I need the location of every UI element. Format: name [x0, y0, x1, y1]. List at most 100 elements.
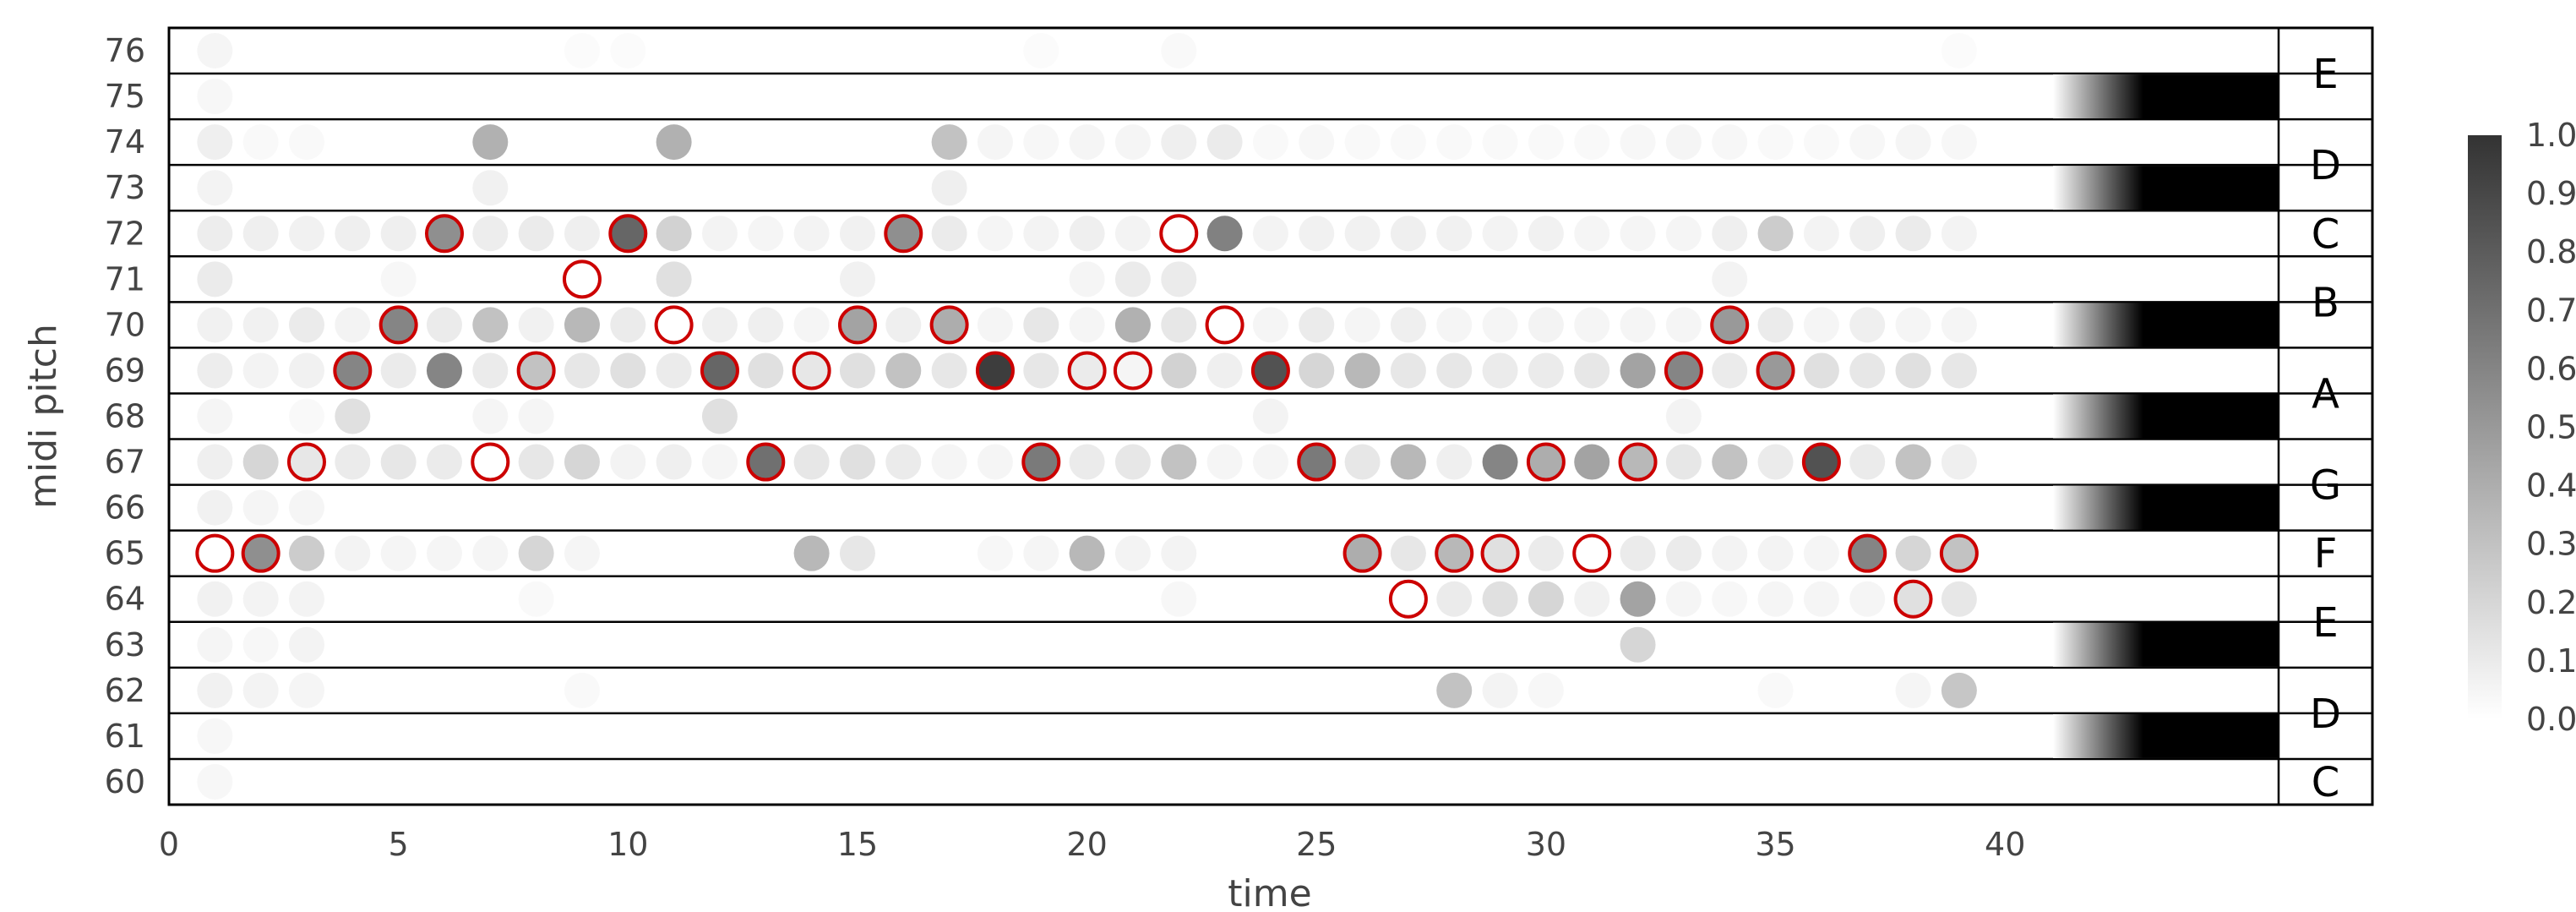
- probability-dot: [1482, 216, 1518, 252]
- probability-dot: [885, 307, 922, 343]
- probability-dot: [656, 352, 692, 389]
- probability-dot: [1069, 535, 1105, 571]
- probability-dot: [1620, 216, 1656, 252]
- ground-truth-marker: [1113, 351, 1152, 390]
- probability-dot: [656, 261, 692, 298]
- probability-dot: [1757, 535, 1794, 571]
- probability-dot: [1712, 261, 1748, 298]
- probability-dot: [242, 489, 279, 526]
- probability-dot: [748, 352, 784, 389]
- probability-dot: [1023, 352, 1059, 389]
- probability-dot: [1712, 352, 1748, 389]
- y-tick-label: 66: [105, 489, 145, 527]
- y-tick-label: 71: [105, 260, 145, 298]
- probability-dot: [518, 307, 554, 343]
- probability-dot: [1757, 581, 1794, 617]
- probability-dot: [1895, 535, 1931, 571]
- probability-dot: [197, 352, 233, 389]
- ground-truth-marker: [1756, 351, 1795, 390]
- probability-dot: [288, 352, 324, 389]
- probability-dot: [1161, 307, 1197, 343]
- probability-dot: [1528, 535, 1564, 571]
- probability-dot: [1574, 581, 1610, 617]
- probability-dot: [1252, 307, 1288, 343]
- probability-dot: [197, 489, 233, 526]
- ground-truth-marker: [700, 351, 739, 390]
- probability-dot: [610, 444, 646, 480]
- probability-dot: [426, 352, 462, 389]
- x-tick-label: 10: [607, 826, 648, 863]
- note-name-label: G: [2310, 462, 2341, 510]
- probability-dot: [793, 216, 830, 252]
- probability-dot: [1482, 307, 1518, 343]
- probability-dot: [197, 261, 233, 298]
- probability-dot: [335, 444, 371, 480]
- colorbar-tick-label: 0.3: [2526, 526, 2576, 563]
- probability-dot: [931, 216, 967, 252]
- probability-dot: [1895, 307, 1931, 343]
- black-key: [2053, 622, 2279, 667]
- ground-truth-marker: [1388, 579, 1428, 619]
- probability-dot: [380, 444, 417, 480]
- probability-dot: [1482, 352, 1518, 389]
- probability-dot: [1895, 672, 1931, 708]
- probability-dot: [1299, 124, 1335, 161]
- probability-dot: [977, 444, 1013, 480]
- probability-dot: [197, 216, 233, 252]
- probability-dot: [1574, 216, 1610, 252]
- probability-dot: [1665, 535, 1702, 571]
- ground-truth-marker: [1159, 214, 1199, 254]
- colorbar-tick-label: 0.9: [2526, 175, 2576, 212]
- probability-dot: [1665, 398, 1702, 434]
- probability-dot: [1665, 581, 1702, 617]
- probability-dot: [1344, 307, 1381, 343]
- y-tick-label: 62: [105, 672, 145, 709]
- probability-dot: [1757, 672, 1794, 708]
- ground-truth-marker: [884, 214, 923, 254]
- probability-dot: [1941, 307, 1977, 343]
- probability-dot: [1895, 352, 1931, 389]
- probability-dot: [564, 33, 600, 69]
- probability-dot: [701, 307, 738, 343]
- probability-dot: [288, 216, 324, 252]
- colorbar-tick-label: 0.4: [2526, 467, 2576, 505]
- probability-dot: [1849, 352, 1886, 389]
- probability-dot: [1069, 444, 1105, 480]
- ground-truth-marker: [1893, 579, 1933, 619]
- probability-dot: [472, 535, 509, 571]
- probability-dot: [1161, 352, 1197, 389]
- note-name-label: E: [2312, 51, 2338, 98]
- probability-dot: [1620, 581, 1656, 617]
- probability-dot: [1390, 535, 1426, 571]
- probability-dot: [242, 216, 279, 252]
- y-tick-label: 65: [105, 535, 145, 572]
- probability-dot: [472, 352, 509, 389]
- y-tick-label: 74: [105, 123, 145, 161]
- probability-dot: [793, 535, 830, 571]
- probability-dot: [1436, 581, 1473, 617]
- probability-dot: [1161, 581, 1197, 617]
- probability-dot: [656, 444, 692, 480]
- ground-truth-marker: [1297, 442, 1337, 482]
- probability-dot: [1712, 581, 1748, 617]
- probability-dot: [518, 216, 554, 252]
- colorbar-tick-label: 0.7: [2526, 292, 2576, 329]
- pitch-row-grid: [169, 28, 2372, 805]
- ground-truth-marker: [1801, 442, 1841, 482]
- probability-dot: [839, 352, 875, 389]
- probability-dot: [610, 33, 646, 69]
- probability-dot: [472, 216, 509, 252]
- probability-dot: [1895, 444, 1931, 480]
- probability-dot: [197, 581, 233, 617]
- probability-dot: [977, 124, 1013, 161]
- ground-truth-marker: [1205, 305, 1244, 345]
- note-name-label: D: [2310, 142, 2341, 189]
- y-tick-labels: 60 61 62 63 64 65 66 67 68 69 70 71 72 73 74 75 76: [105, 32, 145, 800]
- ground-truth-marker: [608, 214, 648, 254]
- probability-dot: [1665, 216, 1702, 252]
- probability-dot: [1390, 124, 1426, 161]
- probability-dot: [1206, 352, 1243, 389]
- probability-dot: [426, 535, 462, 571]
